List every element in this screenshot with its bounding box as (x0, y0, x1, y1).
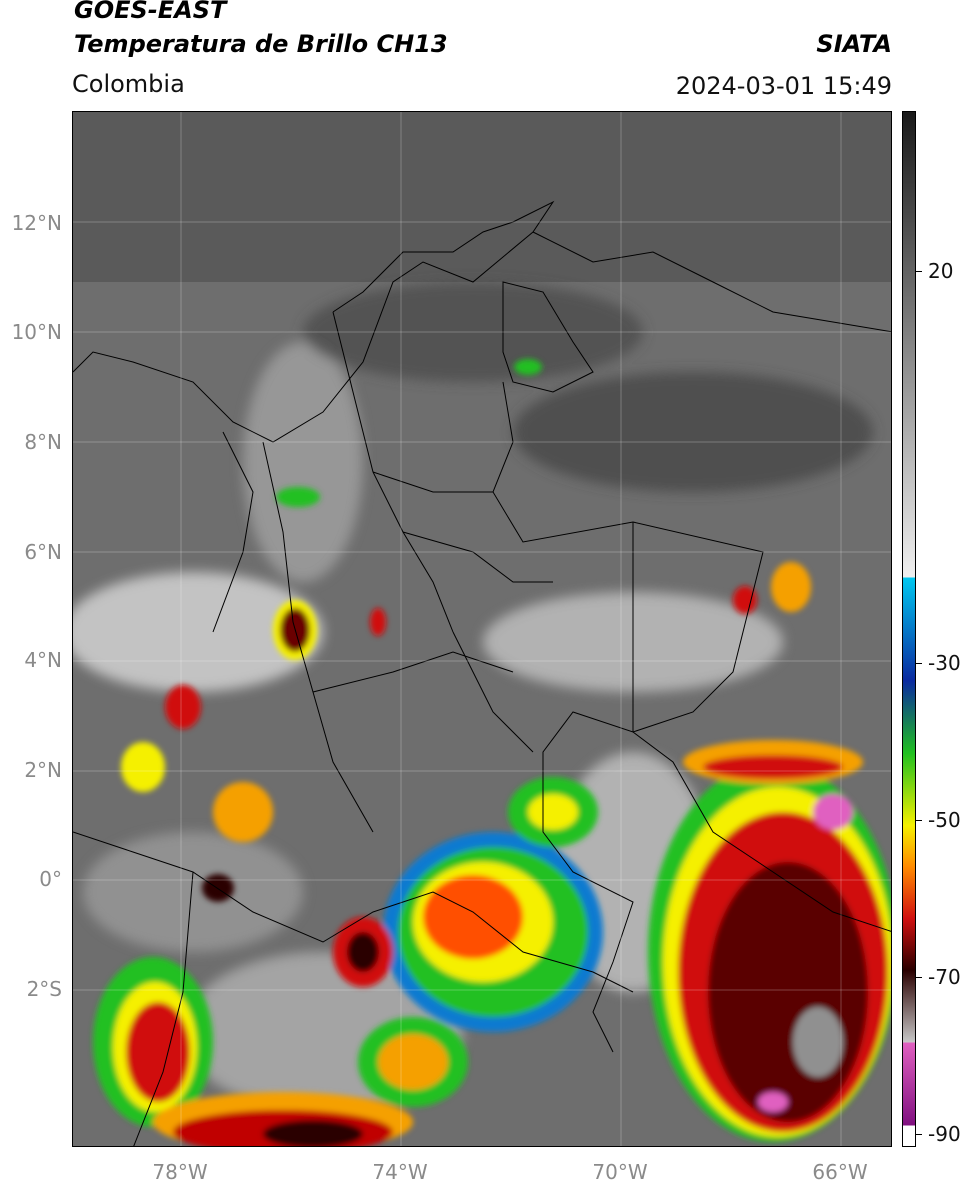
colorbar-label-minus50: -50 (928, 808, 961, 832)
lon-label-66w: 66°W (812, 1160, 868, 1184)
map-canvas (73, 112, 891, 1146)
colorbar-tick (916, 271, 922, 272)
colorbar-tick (916, 977, 922, 978)
lon-label-70w: 70°W (592, 1160, 648, 1184)
lat-label-10n: 10°N (11, 320, 62, 344)
colorbar-label-minus30: -30 (928, 651, 961, 675)
graticule (73, 112, 891, 1146)
lon-label-74w: 74°W (372, 1160, 428, 1184)
lat-label-6n: 6°N (24, 540, 62, 564)
lat-label-4n: 4°N (24, 648, 62, 672)
convection-cells (93, 359, 891, 1146)
region-label: Colombia (72, 70, 185, 98)
colorbar (902, 111, 916, 1147)
lat-label-12n: 12°N (11, 211, 62, 235)
datetime-label: 2024-03-01 15:49 (675, 72, 892, 100)
lat-label-0: 0° (39, 867, 62, 891)
lon-label-78w: 78°W (152, 1160, 208, 1184)
organization-label: SIATA (816, 30, 892, 58)
product-title: Temperatura de Brillo CH13 (74, 30, 448, 58)
boundaries (73, 200, 891, 1146)
colorbar-label-20: 20 (928, 259, 954, 283)
colorbar-label-minus70: -70 (928, 965, 961, 989)
colorbar-tick (916, 1134, 922, 1135)
colorbar-tick (916, 820, 922, 821)
colorbar-label-minus90: -90 (928, 1122, 961, 1146)
lat-label-2s: 2°S (26, 977, 62, 1001)
lat-label-8n: 8°N (24, 430, 62, 454)
colorbar-tick (916, 663, 922, 664)
lat-label-2n: 2°N (24, 758, 62, 782)
satellite-title: GOES-EAST (74, 0, 227, 24)
satellite-map (72, 111, 892, 1147)
